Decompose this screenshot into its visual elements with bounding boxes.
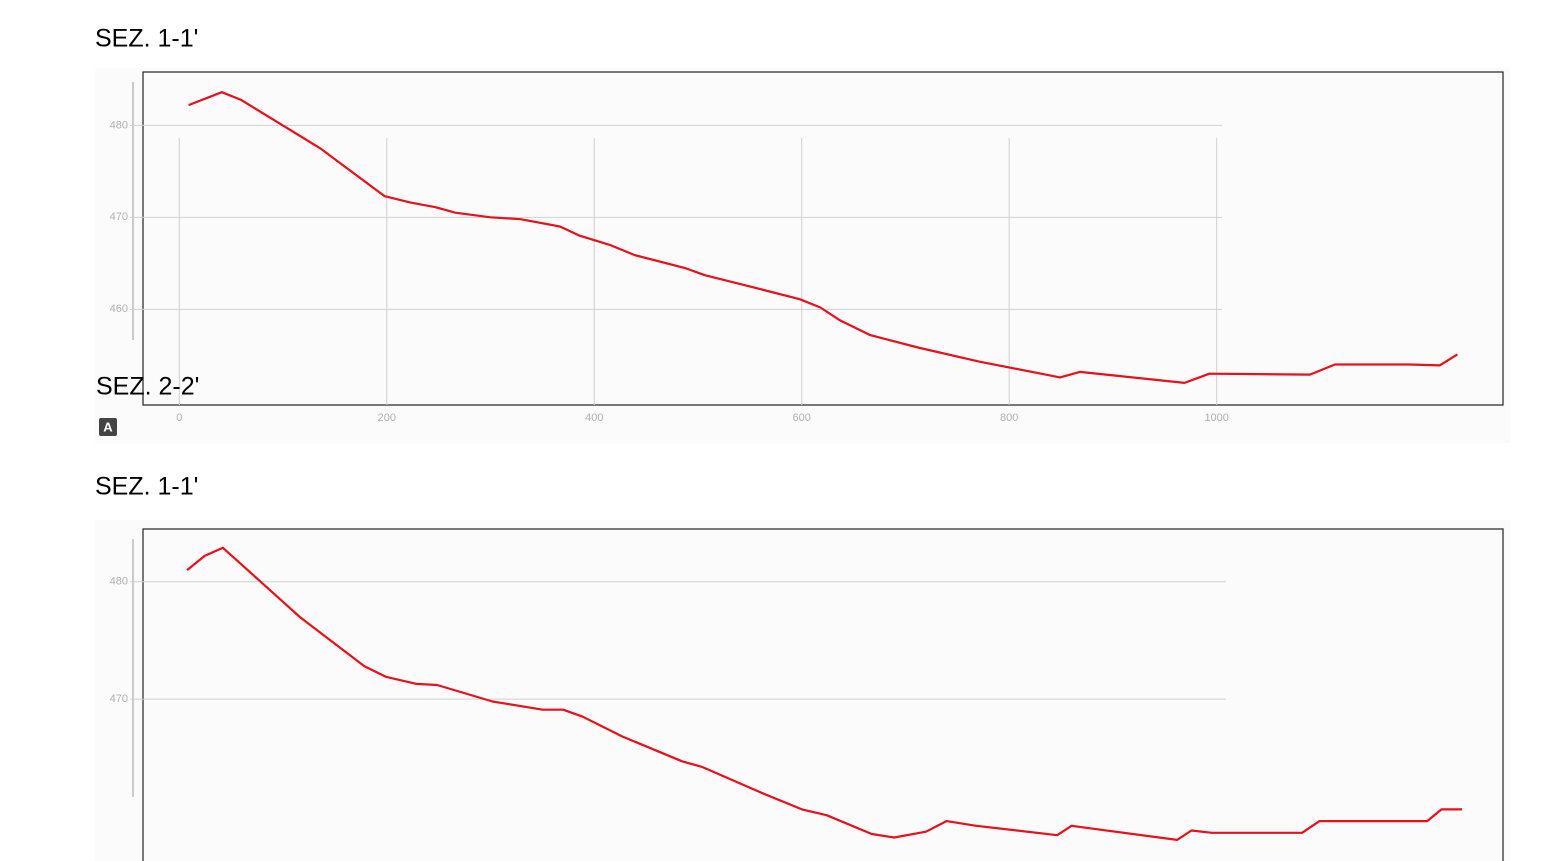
chart-title: SEZ. 1-1' (95, 25, 198, 53)
badge-bg (99, 418, 117, 436)
plot-frame (142, 71, 1504, 406)
x-tick-label: 200 (378, 412, 396, 424)
panel-bg (95, 520, 1510, 861)
chart-title: SEZ. 1-1' (95, 473, 198, 501)
x-tick-label: 400 (585, 412, 603, 424)
panel-bg (95, 68, 1510, 443)
profile-line (188, 91, 1458, 384)
x-tick-label: 800 (1000, 412, 1018, 424)
y-tick-label: 460 (110, 303, 128, 315)
y-tick-label: 470 (110, 211, 128, 223)
y-tick-label: 480 (110, 119, 128, 131)
profile-line (186, 546, 1462, 841)
x-tick-label: 1000 (1204, 412, 1228, 424)
badge: A (103, 419, 113, 434)
y-tick-label: 480 (110, 576, 128, 588)
x-tick-label: 600 (793, 412, 811, 424)
overlay-label: SEZ. 2-2' (96, 373, 199, 401)
x-tick-label: 0 (176, 412, 182, 424)
y-tick-label: 470 (110, 693, 128, 705)
